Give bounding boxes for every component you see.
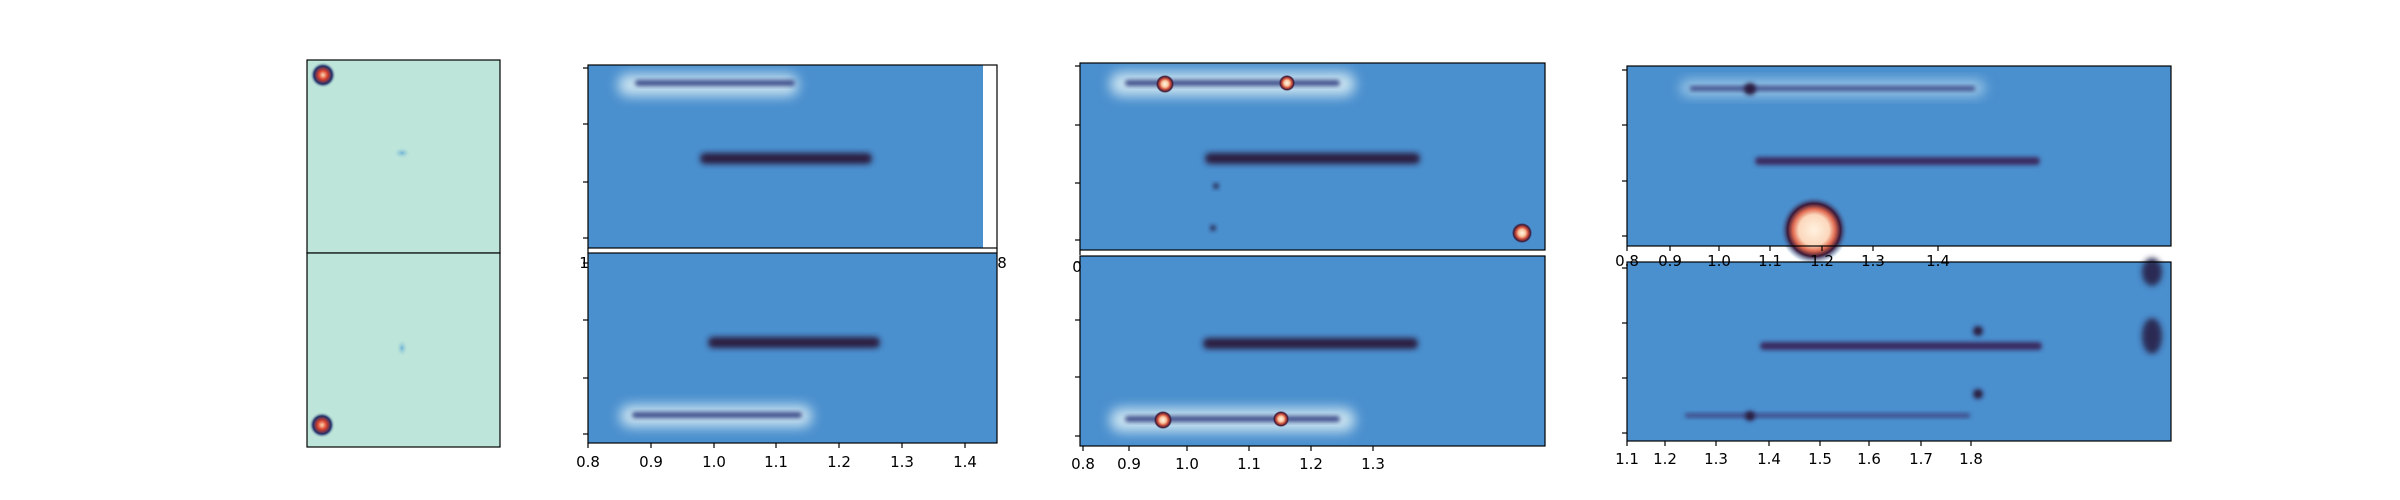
spectrum-3-bottom-dot-1	[1973, 326, 1983, 336]
x-ticks	[587, 246, 1972, 451]
cutout-top-faint-source	[393, 147, 411, 159]
spectrum-2-top-xtick: 0	[1072, 258, 1082, 276]
spectrum-2-top-corner-source	[1512, 223, 1532, 243]
spectrum-3-bottom-edge-source-2	[2142, 318, 2162, 354]
spectrum-3-top-panel	[1626, 65, 2172, 264]
spectrum-1-top-xtick: 1	[579, 254, 589, 272]
spectrum-1-bottom-panel	[587, 252, 998, 444]
spectrum-3-bottom-dot-2	[1973, 389, 1983, 399]
spectrum-1-top-panel	[587, 64, 998, 249]
spectrum-3-bottom-xtick: 1.7	[1909, 450, 1933, 468]
spectrum-3-bottom-contaminant-trace	[1685, 413, 1970, 418]
spectrum-3-top-xtick: 1.1	[1758, 252, 1782, 270]
spectrum-3-top-xtick: 0.9	[1658, 252, 1682, 270]
cutout-bottom-faint-source	[396, 339, 408, 357]
y-ticks	[583, 65, 1627, 437]
spectrum-2-bottom-bright-source-2	[1273, 411, 1289, 427]
spectrum-2-bottom-xtick: 1.0	[1175, 455, 1199, 473]
spectrum-3-top-xtick: 1.0	[1707, 252, 1731, 270]
spectrum-2-bottom-panel	[1079, 255, 1546, 447]
spectrum-3-bottom-xtick: 1.5	[1808, 450, 1832, 468]
spectrum-1-bottom-contaminant-trace	[632, 412, 802, 418]
spectrum-3-bottom-small-source	[1745, 411, 1755, 421]
spectrum-1-bottom-xtick: 0.9	[639, 453, 663, 471]
spectrum-2-bottom-xtick: 0.9	[1117, 455, 1141, 473]
spectrum-1-bottom-xtick: 1.3	[890, 453, 914, 471]
cutout-top-panel	[306, 59, 501, 254]
spectrum-2-bottom-main-trace	[1203, 338, 1418, 349]
spectrum-1-bottom-xtick: 1.4	[953, 453, 977, 471]
spectrum-2-bottom-xtick: 1.1	[1237, 455, 1261, 473]
spectrum-3-bottom-xtick: 1.8	[1959, 450, 1983, 468]
spectrum-1-bottom-xtick: 0.8	[576, 453, 600, 471]
spectrum-3-top-contaminant-trace	[1690, 86, 1975, 91]
spectrum-2-bottom-xtick: 1.2	[1299, 455, 1323, 473]
spectrum-2-top-dot-2	[1210, 225, 1216, 231]
spectrum-2-bottom-bright-source-1	[1154, 411, 1172, 429]
spectrum-3-bottom-xtick: 1.3	[1704, 450, 1728, 468]
spectrum-3-bottom-edge-source-1	[2142, 258, 2162, 286]
spectrum-2-top-main-trace	[1205, 153, 1420, 164]
spectrum-3-bottom-xtick: 1.2	[1653, 450, 1677, 468]
spectrum-1-top-contaminant-trace	[635, 80, 795, 86]
spectrum-1-top-xtick: 8	[997, 254, 1007, 272]
spectrum-2-top-bright-source-2	[1279, 75, 1295, 91]
spectrum-3-top-xtick: 1.3	[1861, 252, 1885, 270]
spectrum-3-bottom-panel	[1626, 258, 2172, 442]
spectrum-3-bottom-xtick: 1.6	[1857, 450, 1881, 468]
spectrum-1-bottom-main-trace	[708, 337, 880, 348]
spectrum-3-top-xtick: 1.2	[1810, 252, 1834, 270]
spectrum-2-top-panel	[1079, 62, 1546, 251]
spectrum-2-bottom-xtick: 1.3	[1361, 455, 1385, 473]
spectrum-2-top-dot-1	[1213, 183, 1219, 189]
spectrum-1-top-main-trace	[700, 153, 872, 164]
x-tick-labels: 1 8 0.8 0.9 1.0 1.1 1.2 1.3 1.4 0 0.8 0.…	[576, 252, 1983, 473]
cutout-top-bright-source	[310, 62, 336, 88]
spectrum-3-top-xtick: 0.8	[1615, 252, 1639, 270]
cutout-bottom-panel	[306, 252, 501, 448]
spectrum-2-bottom-xtick: 0.8	[1071, 455, 1095, 473]
spectrum-1-bottom-xtick: 1.2	[827, 453, 851, 471]
spectrum-3-top-main-trace	[1755, 157, 2040, 165]
spectrum-3-top-small-source	[1744, 83, 1756, 95]
spectrum-3-top-large-source	[1780, 196, 1848, 264]
spectrum-2-top-bright-source-1	[1156, 75, 1174, 93]
spectrum-3-bottom-xtick: 1.4	[1757, 450, 1781, 468]
spectrum-1-bottom-xtick: 1.1	[764, 453, 788, 471]
spectrum-3-bottom-xtick: 1.1	[1615, 450, 1639, 468]
spectrum-3-top-xtick: 1.4	[1926, 252, 1950, 270]
spectrum-1-bottom-xtick: 1.0	[702, 453, 726, 471]
cutout-bottom-bright-source	[309, 412, 335, 438]
spectrum-3-bottom-main-trace	[1760, 342, 2042, 350]
